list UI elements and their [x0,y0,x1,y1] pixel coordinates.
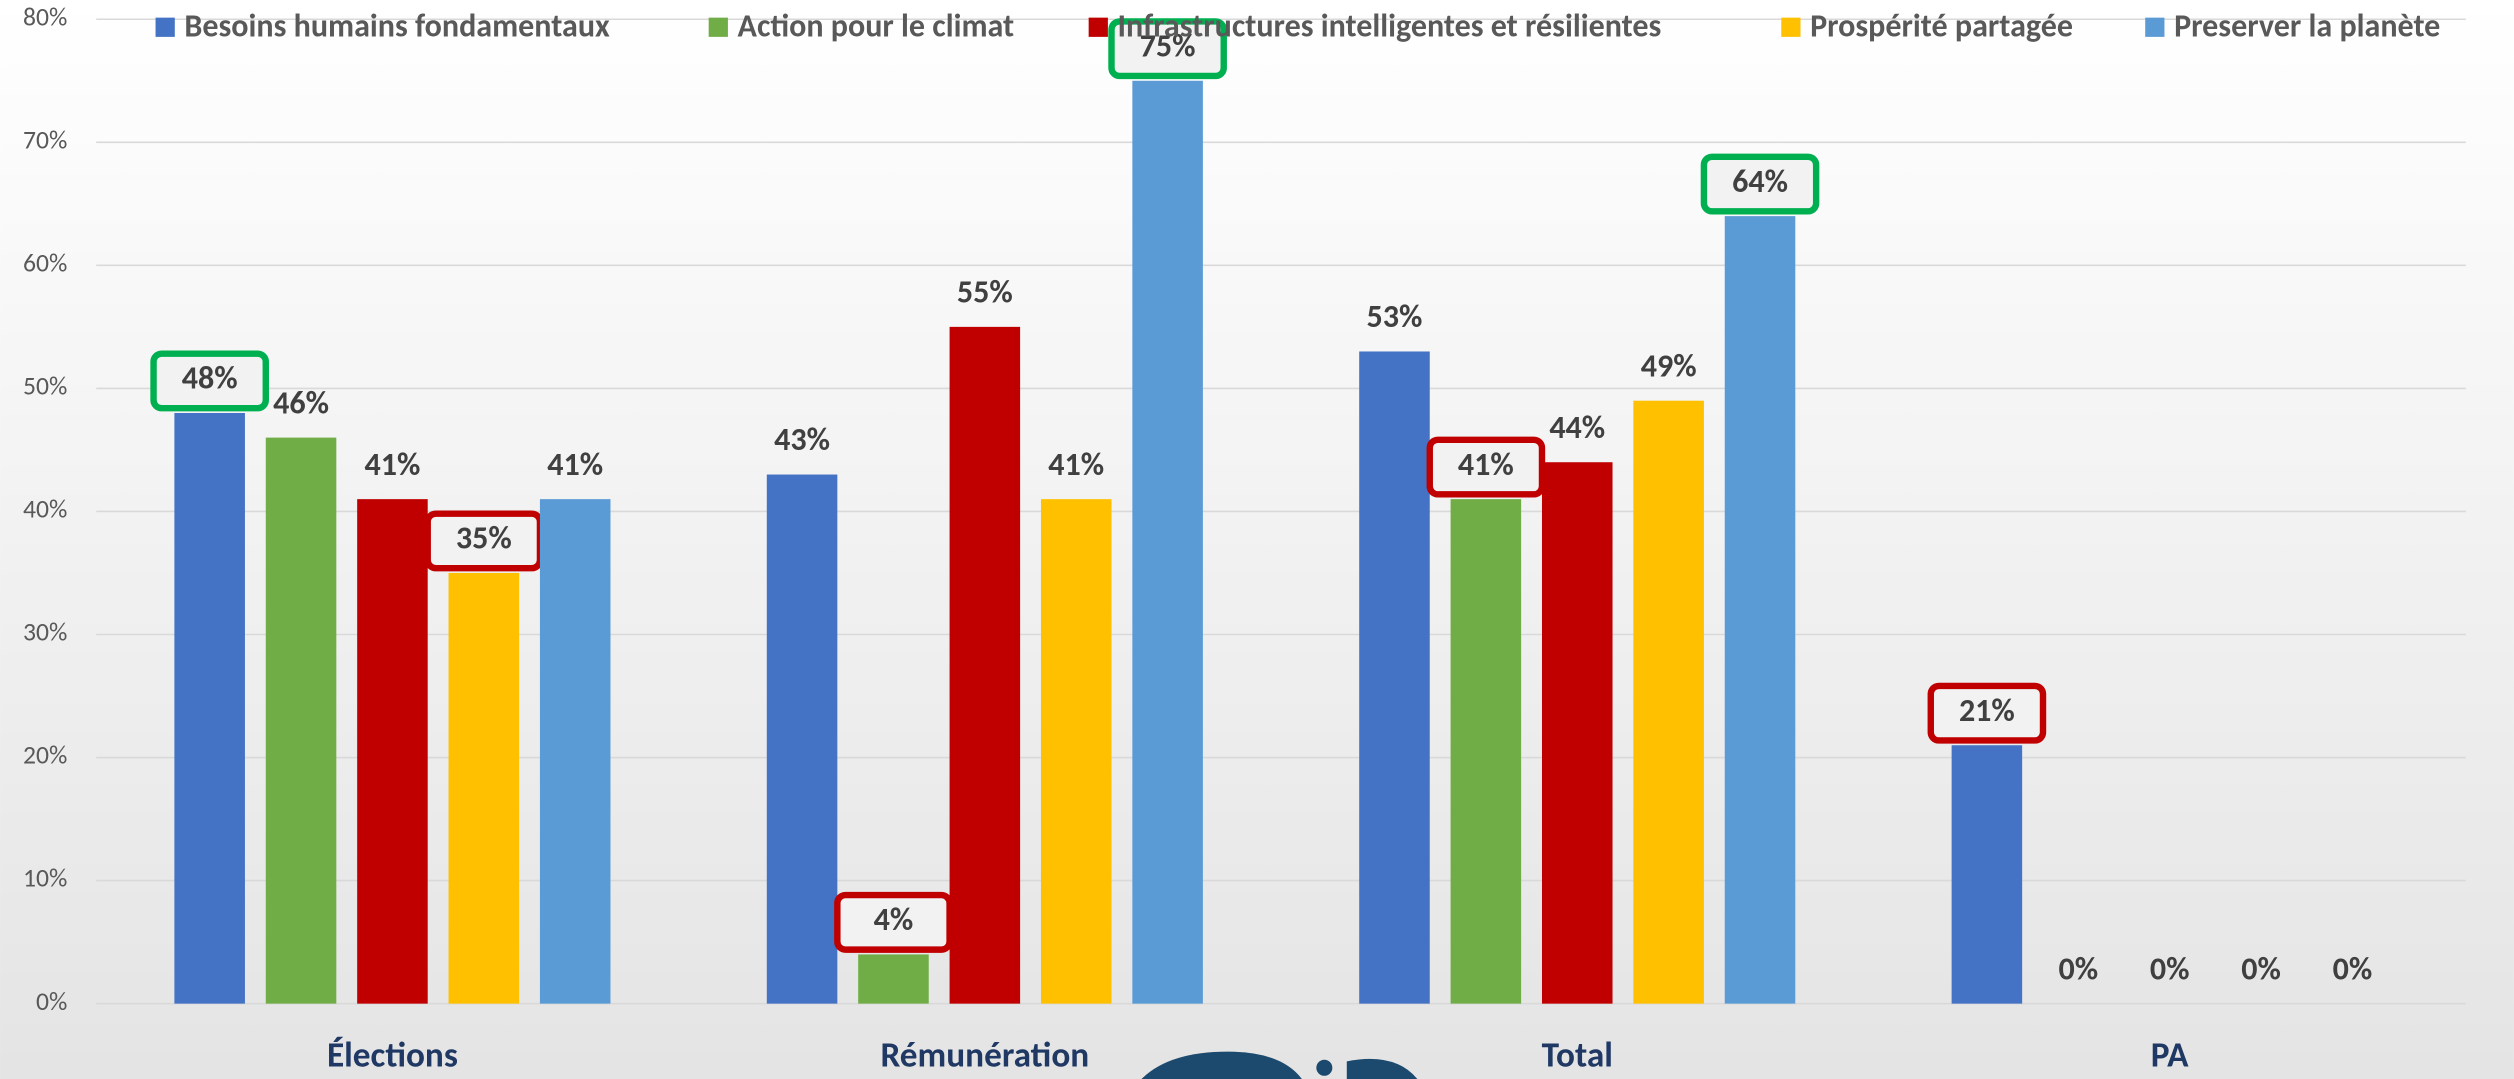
bar [539,499,611,1004]
value-label: 4% [874,899,914,939]
legend-item: Prospérité partagée [1781,6,2073,46]
y-tick-label: 30% [23,617,67,648]
x-tick-label: Rémunération [880,1034,1089,1077]
value-label: 41% [365,444,421,484]
bar [858,954,929,1004]
bar [1541,462,1613,1004]
x-tick-label: Élections [327,1034,458,1077]
value-label: 75% [1140,25,1196,65]
value-label: 41% [1458,444,1514,484]
value-label: 53% [1367,296,1423,336]
value-label: 41% [547,444,603,484]
y-tick-label: 60% [23,247,67,278]
legend-item: Action pour le climat [708,6,1015,46]
legend-swatch [1088,17,1108,37]
bar [448,572,520,1004]
value-label: 0% [2333,948,2373,988]
bar [357,499,428,1004]
y-tick-label: 20% [23,740,67,771]
legend-item: Infrastructures intelligentes et résilie… [1088,6,1662,46]
bar [1724,216,1796,1004]
legend-label: Infrastructures intelligentes et résilie… [1118,6,1662,46]
highlight-box [150,350,269,412]
value-label: 44% [1549,407,1605,447]
y-tick-label: 40% [23,494,67,525]
logo [1141,1051,1418,1079]
value-label: 21% [1959,690,2015,730]
value-label: 41% [1048,444,1104,484]
legend-label: Action pour le climat [738,6,1015,46]
bar [1132,80,1203,1004]
value-label: 55% [957,272,1013,312]
highlight-box [1700,153,1820,215]
bar [265,437,337,1004]
x-tick-label: PA [2151,1034,2189,1077]
value-label: 0% [2150,948,2190,988]
legend-label: Prospérité partagée [1810,6,2073,46]
legend-item: Preserver la planète [2145,6,2440,46]
bar [1359,351,1430,1004]
bar [766,474,838,1004]
bar [1040,499,1112,1004]
legend-swatch [155,17,175,37]
highlight-box [1927,682,2047,744]
bar [1951,745,2023,1004]
bar [949,326,1021,1004]
y-tick-label: 70% [23,124,67,155]
bar [1450,499,1522,1004]
legend-label: Besoins humains fondamentaux [184,6,610,46]
value-label: 35% [456,518,512,558]
value-label: 49% [1641,345,1697,385]
legend-swatch [708,17,728,37]
y-tick-label: 10% [23,863,67,894]
y-tick-label: 0% [36,986,67,1017]
legend-label: Preserver la planète [2174,6,2440,46]
highlight-box [1108,18,1227,80]
legend-item: Besoins humains fondamentaux [155,6,610,46]
x-tick-label: Total [1542,1034,1613,1077]
bar [174,413,245,1004]
value-label: 0% [2241,948,2281,988]
y-tick-label: 80% [23,1,67,32]
y-tick-label: 50% [23,371,67,402]
value-label: 43% [774,419,830,459]
value-label: 46% [273,382,329,422]
value-label: 0% [2058,948,2098,988]
value-label: 64% [1732,161,1788,201]
value-label: 48% [182,358,238,398]
bar [1633,400,1704,1004]
legend-swatch [1781,17,1801,37]
legend-swatch [2145,17,2165,37]
